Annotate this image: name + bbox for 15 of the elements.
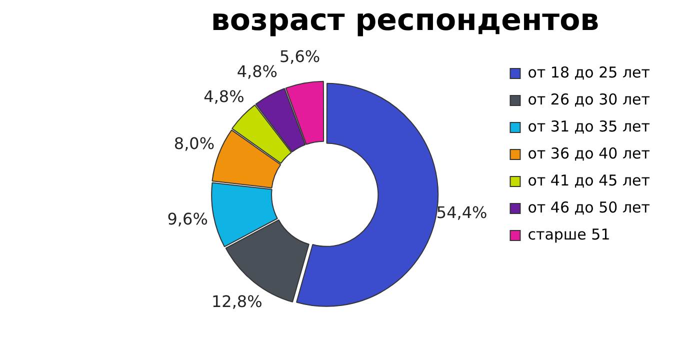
legend-label: от 18 до 25 лет xyxy=(528,63,650,82)
legend-label: от 46 до 50 лет xyxy=(528,198,650,216)
data-label: 9,6% xyxy=(167,210,208,229)
legend-label: старше 51 xyxy=(528,225,610,244)
data-label: 8,0% xyxy=(174,134,215,154)
chart-title: возраст респондентов xyxy=(210,2,600,38)
legend-label: от 41 до 45 лет xyxy=(528,171,650,190)
data-label: 5,6% xyxy=(279,46,320,66)
data-label: 54,4% xyxy=(436,202,488,222)
data-label: 4,8% xyxy=(236,62,278,81)
data-label: 12,8% xyxy=(211,292,262,311)
legend-label: от 26 до 30 лет xyxy=(528,90,650,108)
legend-label: от 36 до 40 лет xyxy=(528,144,650,162)
legend-label: от 31 до 35 лет xyxy=(528,117,650,136)
data-label: 4,8% xyxy=(204,87,244,106)
